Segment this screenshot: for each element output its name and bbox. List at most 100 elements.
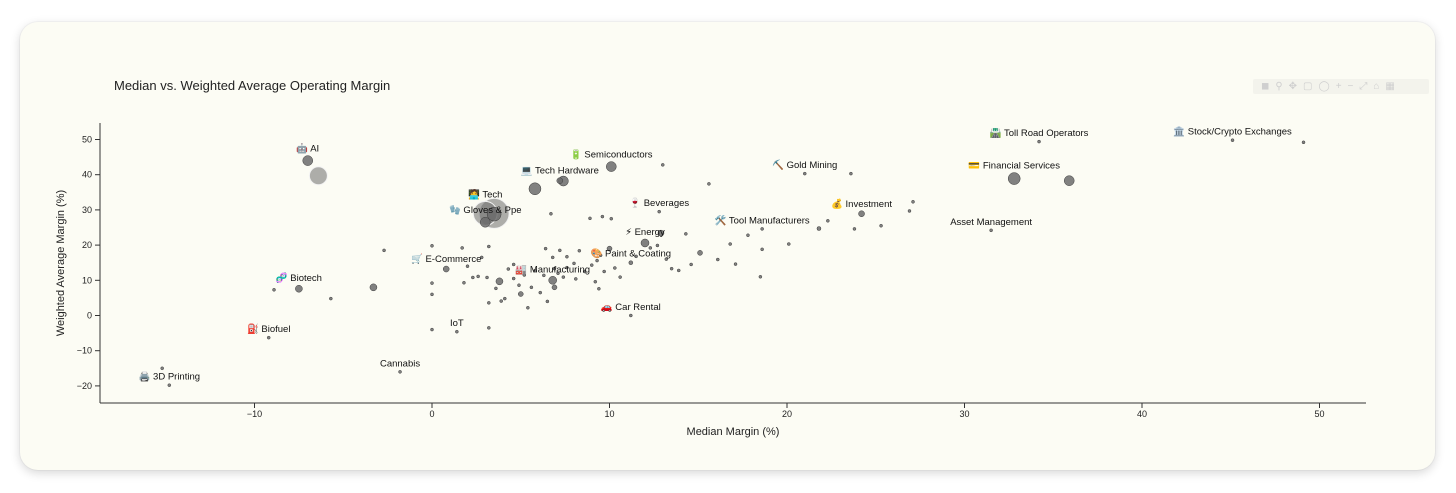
- data-point[interactable]: [816, 226, 822, 231]
- data-point[interactable]: [487, 244, 491, 249]
- data-point[interactable]: [879, 223, 883, 228]
- data-point[interactable]: [669, 266, 674, 271]
- data-point[interactable]: [430, 327, 434, 332]
- data-point[interactable]: [552, 266, 557, 271]
- autoscale-icon[interactable]: ⤢: [1359, 80, 1368, 92]
- data-point[interactable]: [858, 210, 865, 218]
- data-point[interactable]: [598, 253, 603, 258]
- data-point[interactable]: [430, 292, 434, 297]
- data-point[interactable]: [602, 269, 606, 274]
- zoom-icon[interactable]: ⚲: [1275, 80, 1283, 92]
- data-point[interactable]: [550, 255, 555, 260]
- data-point[interactable]: [542, 273, 546, 278]
- data-point[interactable]: [657, 209, 661, 214]
- data-point[interactable]: [716, 257, 720, 262]
- data-point[interactable]: [167, 383, 172, 387]
- data-point[interactable]: [487, 326, 491, 330]
- data-point[interactable]: [460, 246, 464, 250]
- data-point[interactable]: [430, 281, 434, 285]
- data-point[interactable]: [572, 261, 576, 266]
- data-point[interactable]: [648, 246, 653, 250]
- reset-icon[interactable]: ⌂: [1373, 80, 1380, 92]
- chart-toolbar[interactable]: ◼ ⚲ ✥ ▢ ◯ + − ⤢ ⌂ ▦: [1253, 79, 1429, 94]
- data-point[interactable]: [479, 255, 484, 260]
- data-point[interactable]: [526, 306, 530, 310]
- data-point[interactable]: [462, 281, 466, 285]
- data-point[interactable]: [465, 264, 470, 268]
- camera-icon[interactable]: ◼: [1261, 80, 1270, 92]
- data-point[interactable]: [556, 271, 560, 276]
- data-point[interactable]: [664, 257, 669, 261]
- data-point[interactable]: [565, 254, 569, 259]
- data-point[interactable]: [543, 246, 548, 251]
- data-point[interactable]: [613, 266, 617, 270]
- data-point[interactable]: [597, 286, 601, 291]
- data-point[interactable]: [308, 166, 328, 186]
- data-point[interactable]: [676, 268, 681, 273]
- data-point[interactable]: [733, 262, 738, 266]
- data-point[interactable]: [487, 301, 491, 305]
- data-point[interactable]: [266, 335, 271, 340]
- data-point[interactable]: [272, 288, 276, 292]
- data-point[interactable]: [295, 284, 303, 293]
- data-point[interactable]: [533, 269, 537, 273]
- data-point[interactable]: [787, 242, 791, 246]
- data-point[interactable]: [1037, 139, 1041, 144]
- data-point[interactable]: [442, 265, 450, 273]
- data-point[interactable]: [803, 171, 807, 176]
- data-point[interactable]: [634, 254, 638, 259]
- data-point[interactable]: [577, 248, 582, 253]
- data-point[interactable]: [369, 283, 378, 292]
- data-point[interactable]: [684, 232, 688, 236]
- plotly-logo-icon[interactable]: ▦: [1385, 80, 1395, 92]
- data-point[interactable]: [758, 275, 763, 279]
- data-point[interactable]: [582, 269, 587, 274]
- data-point[interactable]: [506, 267, 511, 271]
- data-point[interactable]: [495, 277, 504, 286]
- data-point[interactable]: [661, 163, 665, 167]
- data-point[interactable]: [511, 262, 516, 267]
- data-point[interactable]: [538, 290, 543, 295]
- data-point[interactable]: [826, 219, 830, 223]
- data-point[interactable]: [911, 200, 915, 204]
- data-point[interactable]: [600, 214, 605, 219]
- data-point[interactable]: [852, 227, 857, 231]
- data-point[interactable]: [556, 177, 564, 184]
- data-point[interactable]: [574, 277, 578, 281]
- data-point[interactable]: [1230, 138, 1235, 142]
- data-point[interactable]: [548, 276, 557, 285]
- data-point[interactable]: [561, 275, 566, 279]
- data-point[interactable]: [549, 212, 553, 216]
- data-point[interactable]: [657, 229, 665, 237]
- data-point[interactable]: [494, 286, 498, 291]
- data-point[interactable]: [160, 366, 164, 371]
- data-point[interactable]: [689, 262, 693, 267]
- data-point[interactable]: [565, 265, 569, 270]
- data-point[interactable]: [329, 296, 333, 301]
- data-point[interactable]: [697, 250, 703, 256]
- zoom-out-icon[interactable]: −: [1347, 80, 1354, 92]
- data-point[interactable]: [907, 209, 912, 213]
- data-point[interactable]: [476, 274, 480, 279]
- lasso-icon[interactable]: ◯: [1318, 80, 1330, 92]
- data-point[interactable]: [1007, 172, 1021, 185]
- data-point[interactable]: [760, 247, 764, 252]
- data-point[interactable]: [499, 299, 503, 303]
- data-point[interactable]: [528, 182, 542, 196]
- data-point[interactable]: [503, 296, 507, 301]
- data-point[interactable]: [989, 228, 993, 233]
- data-point[interactable]: [302, 155, 313, 166]
- data-point[interactable]: [588, 216, 592, 221]
- data-point[interactable]: [471, 275, 475, 280]
- data-point[interactable]: [455, 329, 459, 334]
- data-point[interactable]: [545, 299, 550, 304]
- data-point[interactable]: [707, 182, 711, 186]
- data-point[interactable]: [430, 244, 434, 248]
- data-point[interactable]: [558, 248, 562, 253]
- data-point[interactable]: [485, 275, 489, 280]
- data-point[interactable]: [480, 216, 491, 228]
- data-point[interactable]: [628, 260, 634, 265]
- data-point[interactable]: [590, 263, 594, 267]
- data-point[interactable]: [606, 245, 613, 252]
- data-point[interactable]: [655, 243, 660, 248]
